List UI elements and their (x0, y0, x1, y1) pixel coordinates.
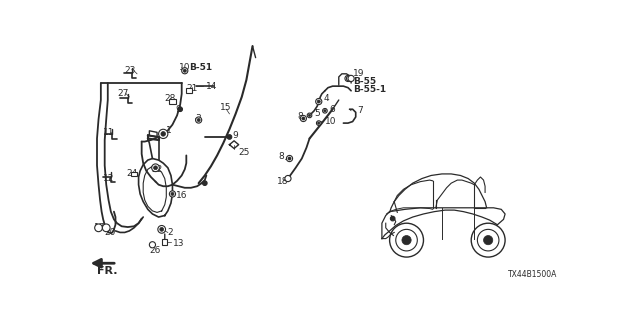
Circle shape (183, 69, 186, 72)
Circle shape (484, 236, 493, 245)
Bar (163, 239, 167, 245)
Text: 25: 25 (239, 148, 250, 157)
Text: 10: 10 (179, 63, 190, 72)
Text: 6: 6 (330, 105, 335, 114)
Circle shape (227, 135, 232, 139)
Circle shape (402, 236, 411, 245)
Text: 10: 10 (325, 117, 337, 126)
Circle shape (390, 223, 424, 257)
Circle shape (285, 175, 291, 182)
Text: 21: 21 (186, 84, 198, 93)
Circle shape (308, 114, 310, 116)
Circle shape (396, 229, 417, 251)
Circle shape (95, 224, 102, 232)
Text: 26: 26 (149, 246, 161, 255)
Circle shape (161, 132, 166, 136)
Text: 2: 2 (168, 228, 173, 237)
Text: 7: 7 (357, 106, 363, 115)
Circle shape (316, 121, 321, 125)
Text: 13: 13 (172, 239, 184, 248)
Circle shape (307, 113, 312, 118)
Text: 5: 5 (314, 109, 320, 118)
Text: B-55: B-55 (353, 77, 376, 86)
Circle shape (316, 99, 322, 105)
Text: 3: 3 (196, 114, 202, 123)
Circle shape (182, 68, 188, 74)
Circle shape (287, 156, 292, 162)
Circle shape (323, 108, 327, 113)
Circle shape (390, 216, 395, 221)
Text: 23: 23 (125, 66, 136, 75)
Text: 4: 4 (323, 94, 329, 103)
Circle shape (160, 228, 164, 231)
Text: 22: 22 (151, 165, 162, 174)
Text: 16: 16 (175, 191, 187, 200)
Circle shape (196, 117, 202, 123)
Circle shape (348, 75, 354, 82)
Circle shape (300, 116, 307, 122)
Text: 27: 27 (117, 89, 129, 98)
Circle shape (152, 164, 159, 172)
Text: 24: 24 (126, 169, 138, 179)
Text: 11: 11 (103, 128, 115, 137)
Circle shape (317, 100, 320, 103)
Circle shape (324, 110, 326, 112)
Bar (131, 172, 137, 176)
Circle shape (154, 166, 157, 170)
Text: 9: 9 (175, 105, 181, 114)
Bar (170, 99, 175, 104)
Text: 1: 1 (166, 126, 172, 135)
Circle shape (317, 122, 320, 124)
Text: 20: 20 (105, 228, 116, 237)
Circle shape (346, 75, 353, 82)
Circle shape (202, 181, 207, 186)
Text: FR.: FR. (97, 266, 118, 276)
Circle shape (102, 224, 110, 232)
Text: 8: 8 (279, 152, 284, 162)
Circle shape (149, 242, 156, 248)
Text: 18: 18 (277, 177, 289, 186)
Circle shape (471, 223, 505, 257)
Text: 15: 15 (220, 103, 232, 112)
Text: 17: 17 (94, 223, 106, 232)
Circle shape (197, 118, 200, 122)
Text: 8: 8 (297, 112, 303, 121)
Text: B-55-1: B-55-1 (353, 85, 386, 94)
Circle shape (171, 192, 174, 196)
Circle shape (302, 117, 305, 120)
Circle shape (178, 107, 182, 112)
Text: 28: 28 (164, 94, 176, 103)
Circle shape (345, 75, 351, 82)
Circle shape (158, 226, 166, 233)
Text: TX44B1500A: TX44B1500A (508, 270, 557, 279)
Text: 19: 19 (353, 69, 364, 78)
Circle shape (288, 157, 291, 160)
Text: 9: 9 (232, 131, 238, 140)
Circle shape (159, 129, 168, 139)
Bar (186, 88, 193, 93)
Text: 12: 12 (103, 174, 115, 183)
Circle shape (477, 229, 499, 251)
Circle shape (170, 191, 175, 197)
Text: B-51: B-51 (189, 63, 212, 72)
Text: 14: 14 (206, 82, 218, 91)
